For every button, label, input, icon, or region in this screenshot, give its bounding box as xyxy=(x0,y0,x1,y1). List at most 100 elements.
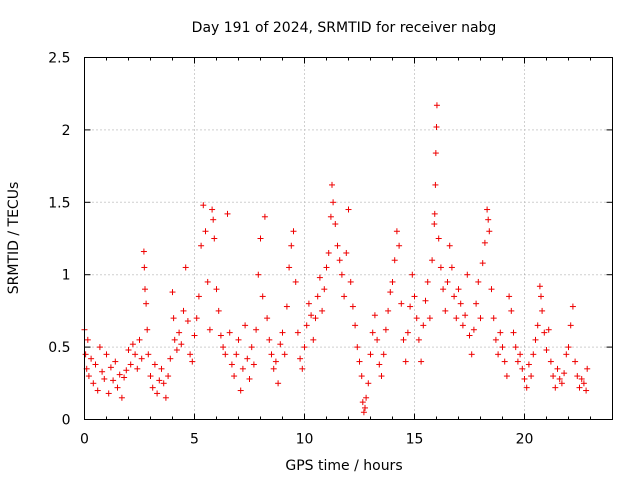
data-point xyxy=(470,326,477,333)
data-point xyxy=(444,278,451,285)
data-point xyxy=(538,293,544,300)
data-point xyxy=(184,318,191,325)
data-point xyxy=(144,326,151,333)
data-point xyxy=(334,242,341,249)
data-point xyxy=(552,384,559,391)
x-tick-labels: 0 5 10 15 20 xyxy=(80,432,533,448)
data-point xyxy=(329,181,335,188)
data-point xyxy=(286,264,293,271)
data-point xyxy=(101,375,108,382)
data-point xyxy=(545,326,552,333)
data-point xyxy=(363,394,370,401)
data-point xyxy=(360,409,367,416)
data-point xyxy=(94,387,101,394)
data-point xyxy=(484,206,491,213)
data-point xyxy=(563,351,570,358)
data-point xyxy=(539,307,546,314)
data-point xyxy=(354,344,361,351)
data-point xyxy=(429,257,436,264)
data-point xyxy=(343,249,350,256)
data-point xyxy=(96,344,103,351)
data-point xyxy=(323,264,330,271)
data-point xyxy=(567,322,574,329)
data-point xyxy=(440,286,447,293)
data-point xyxy=(479,260,486,267)
data-point xyxy=(257,235,264,242)
data-point xyxy=(215,307,222,314)
data-point xyxy=(481,239,488,246)
data-point xyxy=(268,351,275,358)
data-point xyxy=(365,380,372,387)
data-point xyxy=(235,336,242,343)
data-point xyxy=(402,358,409,365)
y-tick-label: 1 xyxy=(62,268,71,284)
data-point xyxy=(508,307,515,314)
data-point xyxy=(303,322,310,329)
data-point xyxy=(224,210,231,217)
data-point xyxy=(123,367,130,374)
data-point xyxy=(519,365,526,372)
data-point xyxy=(510,329,517,336)
data-point xyxy=(369,329,376,336)
data-point xyxy=(173,346,180,353)
data-point xyxy=(578,375,585,382)
x-tick-label: 20 xyxy=(516,432,534,448)
data-point xyxy=(378,373,385,380)
data-point xyxy=(270,365,277,372)
data-point xyxy=(138,355,145,362)
data-point xyxy=(239,365,246,372)
data-point xyxy=(210,216,217,223)
data-point xyxy=(165,373,172,380)
y-tick-label: 1.5 xyxy=(48,195,70,211)
data-point xyxy=(171,336,178,343)
grid-lines xyxy=(84,57,613,420)
data-point xyxy=(376,361,383,368)
data-point xyxy=(572,358,579,365)
data-point xyxy=(310,336,317,343)
data-point xyxy=(319,307,326,314)
data-point xyxy=(468,351,475,358)
data-point xyxy=(160,380,167,387)
data-point xyxy=(294,329,301,336)
data-point xyxy=(140,248,147,255)
data-point xyxy=(250,361,257,368)
data-point xyxy=(347,278,354,285)
data-point xyxy=(88,355,95,362)
data-point xyxy=(446,242,453,249)
data-point xyxy=(242,322,249,329)
data-point xyxy=(149,384,156,391)
data-point xyxy=(170,315,177,322)
data-point xyxy=(145,351,152,358)
data-point xyxy=(288,242,295,249)
data-point xyxy=(200,202,207,209)
data-point xyxy=(176,329,183,336)
data-point xyxy=(492,336,499,343)
data-point xyxy=(499,344,506,351)
data-point xyxy=(475,278,482,285)
data-point xyxy=(580,380,587,387)
data-point xyxy=(195,293,202,300)
data-point xyxy=(107,364,114,371)
data-point xyxy=(341,293,348,300)
data-point xyxy=(525,361,532,368)
data-point xyxy=(532,336,539,343)
data-point xyxy=(255,271,262,278)
data-point xyxy=(204,278,211,285)
data-point xyxy=(457,300,464,307)
data-point xyxy=(411,293,418,300)
data-point xyxy=(583,387,590,394)
data-point xyxy=(277,341,284,348)
data-point xyxy=(501,358,508,365)
data-point xyxy=(283,303,290,310)
data-point xyxy=(514,358,521,365)
data-point xyxy=(345,206,352,213)
data-point xyxy=(297,355,304,362)
y-tick-label: 0 xyxy=(62,413,71,429)
data-point xyxy=(231,373,238,380)
x-tick-label: 5 xyxy=(190,432,199,448)
data-point xyxy=(432,181,439,188)
data-point xyxy=(528,373,535,380)
data-point xyxy=(358,373,365,380)
data-point xyxy=(488,286,495,293)
